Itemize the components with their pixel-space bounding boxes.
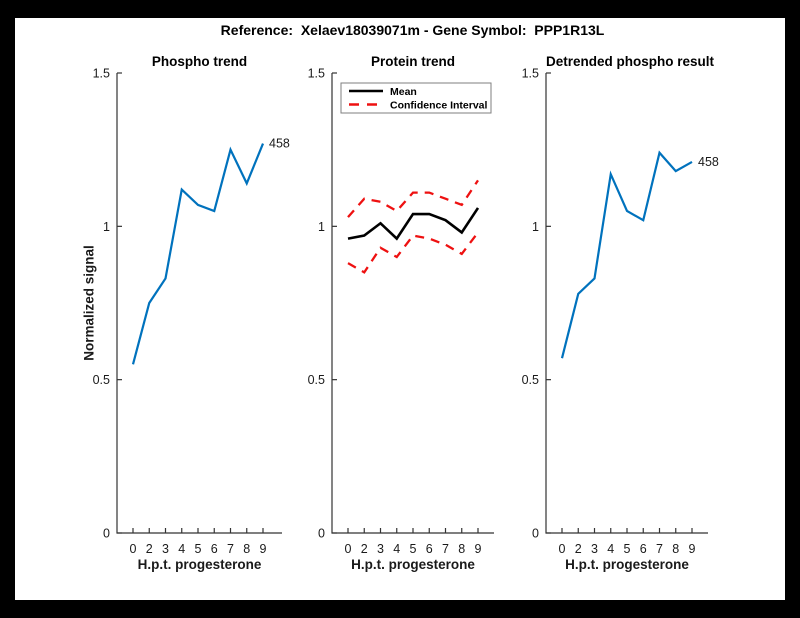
y-tick-label: 1.5 <box>93 67 110 81</box>
subplot-title-detrended-phospho-result: Detrended phospho result <box>546 54 715 69</box>
y-tick-label: 0.5 <box>522 373 539 387</box>
y-tick-label: 1 <box>103 220 110 234</box>
x-tick-label: 3 <box>377 542 384 556</box>
x-tick-label: 4 <box>393 542 400 556</box>
subplot-title-phospho-trend: Phospho trend <box>151 54 248 69</box>
x-tick-label: 8 <box>243 542 250 556</box>
y-tick-label: 0 <box>532 527 539 541</box>
x-tick-label: 7 <box>442 542 449 556</box>
x-tick-label: 9 <box>689 542 696 556</box>
y-tick-label: 0.5 <box>308 373 325 387</box>
x-tick-label: 5 <box>624 542 631 556</box>
x-tick-label: 9 <box>475 542 482 556</box>
x-tick-label: 3 <box>162 542 169 556</box>
figure-title: Reference: Xelaev18039071m - Gene Symbol… <box>220 22 605 38</box>
x-axis-label-1: H.p.t. progesterone <box>351 557 475 572</box>
x-tick-label: 3 <box>591 542 598 556</box>
mean-line <box>347 207 480 241</box>
legend-box <box>340 82 492 114</box>
confidence-interval-upper-line <box>347 179 479 218</box>
end-value-label: 458 <box>269 137 290 151</box>
x-tick-label: 2 <box>361 542 368 556</box>
x-tick-label: 8 <box>672 542 679 556</box>
end-value-label: 458 <box>698 155 719 169</box>
y-tick-label: 1.5 <box>522 67 539 81</box>
x-tick-label: 2 <box>575 542 582 556</box>
x-tick-label: 8 <box>458 542 465 556</box>
x-tick-label: 7 <box>656 542 663 556</box>
subplot-title-protein-trend: Protein trend <box>370 54 455 69</box>
phospho-trend-line <box>131 143 265 365</box>
x-tick-label: 6 <box>426 542 433 556</box>
x-tick-label: 7 <box>227 542 234 556</box>
x-tick-label: 0 <box>559 542 566 556</box>
x-tick-label: 0 <box>345 542 352 556</box>
y-tick-label: 1 <box>532 220 539 234</box>
legend-mean-label: Mean <box>390 86 417 98</box>
y-tick-label: 0.5 <box>93 373 110 387</box>
x-tick-label: 4 <box>607 542 614 556</box>
x-tick-label: 6 <box>211 542 218 556</box>
x-tick-label: 9 <box>260 542 267 556</box>
y-tick-label: 0 <box>318 527 325 541</box>
x-axis-label-2: H.p.t. progesterone <box>565 557 689 572</box>
x-tick-label: 5 <box>410 542 417 556</box>
axes-spines <box>545 73 708 534</box>
x-tick-label: 0 <box>130 542 137 556</box>
x-tick-label: 5 <box>195 542 202 556</box>
y-tick-label: 1.5 <box>308 67 325 81</box>
legend-confidence-interval-label: Confidence Interval <box>390 99 488 111</box>
x-tick-label: 6 <box>640 542 647 556</box>
figure-background <box>15 18 785 600</box>
x-tick-label: 2 <box>146 542 153 556</box>
x-axis-label-0: H.p.t. progesterone <box>137 557 262 572</box>
x-tick-label: 4 <box>178 542 185 556</box>
y-tick-label: 0 <box>103 527 110 541</box>
detrended-phospho-line <box>560 150 693 359</box>
y-tick-label: 1 <box>318 220 325 234</box>
